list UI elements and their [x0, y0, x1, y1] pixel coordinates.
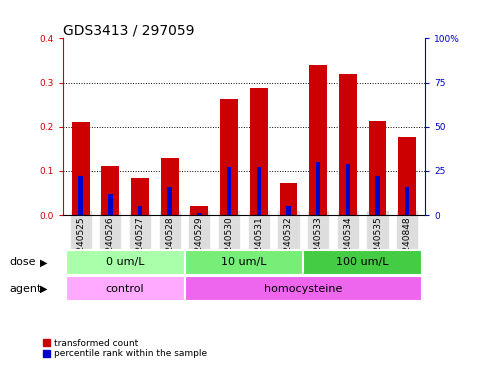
Bar: [280, 183, 298, 215]
Bar: [190, 206, 208, 215]
Bar: [78, 176, 83, 215]
Bar: [405, 187, 410, 215]
Text: 0 um/L: 0 um/L: [106, 257, 144, 267]
Bar: [250, 88, 268, 215]
Bar: [286, 206, 291, 215]
Text: control: control: [106, 284, 144, 294]
Text: 100 um/L: 100 um/L: [337, 257, 389, 267]
Bar: [101, 167, 119, 215]
Bar: [108, 194, 113, 215]
Bar: [256, 167, 261, 215]
Legend: transformed count, percentile rank within the sample: transformed count, percentile rank withi…: [43, 339, 207, 358]
Bar: [309, 65, 327, 215]
Bar: [66, 250, 185, 275]
Bar: [197, 213, 201, 215]
Text: homocysteine: homocysteine: [264, 284, 342, 294]
Bar: [220, 99, 238, 215]
Bar: [346, 164, 350, 215]
Bar: [71, 122, 89, 215]
Bar: [339, 74, 357, 215]
Bar: [375, 176, 380, 215]
Bar: [185, 276, 422, 301]
Bar: [131, 177, 149, 215]
Bar: [185, 250, 303, 275]
Text: ▶: ▶: [40, 284, 47, 294]
Text: dose: dose: [10, 257, 36, 267]
Text: 10 um/L: 10 um/L: [221, 257, 267, 267]
Bar: [138, 206, 142, 215]
Text: ▶: ▶: [40, 257, 47, 267]
Bar: [369, 121, 386, 215]
Bar: [168, 187, 172, 215]
Text: GDS3413 / 297059: GDS3413 / 297059: [63, 23, 194, 37]
Bar: [398, 137, 416, 215]
Bar: [303, 250, 422, 275]
Text: agent: agent: [10, 284, 42, 294]
Bar: [66, 276, 185, 301]
Bar: [227, 167, 231, 215]
Bar: [161, 157, 179, 215]
Bar: [316, 162, 320, 215]
